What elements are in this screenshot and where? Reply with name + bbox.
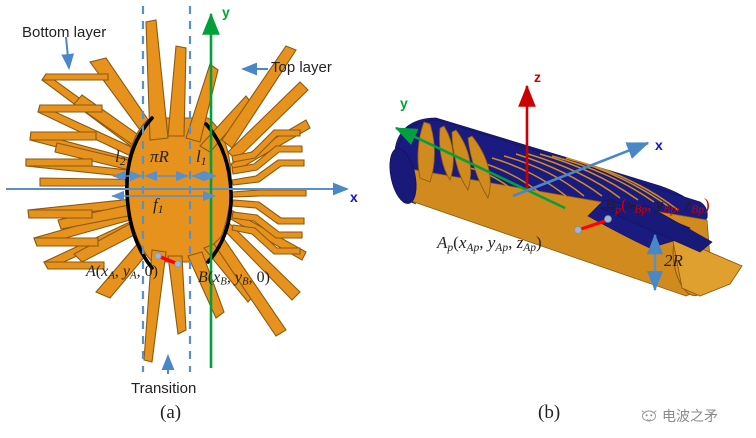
point-Bp-psub: p (615, 202, 622, 216)
feed-gap-line-b (576, 218, 610, 232)
top-layer-chevron-arms (231, 129, 307, 255)
dimension-l1-label: l1 (196, 148, 207, 167)
x-axis-line-b (512, 141, 650, 198)
dimension-l2-sub: 2 (119, 154, 126, 168)
panel-b-graphics (389, 84, 743, 297)
diameter-2R-label: 2R (664, 251, 683, 270)
point-A-name: A (86, 263, 96, 280)
z-axis-label-b: z (534, 69, 541, 85)
caption-b: (b) (538, 402, 561, 423)
dimension-piR-label: πR (150, 147, 169, 166)
point-B-xsub: B (220, 275, 227, 288)
bottom-layer-stubs (25, 73, 109, 270)
y-axis-label-b: y (400, 95, 408, 111)
panel-a-antenna-art (6, 6, 349, 374)
dimension-l2-label: l2 (115, 148, 126, 167)
watermark-logo-icon (640, 407, 658, 427)
dimension-f1-label: f1 (153, 196, 164, 215)
top-layer-label: Top layer (271, 59, 332, 76)
y-axis-line-b (394, 126, 566, 210)
y-axis-label-a: y (222, 4, 230, 20)
dimension-f1-base: f (153, 195, 158, 214)
navy-lower-wedge-2 (599, 205, 713, 253)
caption-a: (a) (160, 402, 182, 423)
point-Bp-dot (604, 215, 612, 223)
point-A-ysub: A (129, 269, 137, 282)
watermark: 电波之矛 (640, 406, 718, 427)
point-A-xsub: A (108, 269, 115, 282)
point-A-dot (154, 252, 162, 260)
point-B-label: B(xB, yB, 0) (198, 269, 270, 288)
point-Bp-label: Bp(xBp, yBp, zBp) (605, 195, 710, 216)
dimension-l2-base: l (115, 147, 120, 166)
x-axis-label-a: x (350, 189, 358, 205)
point-A-z: 0 (144, 263, 153, 280)
dimension-arrows (111, 170, 217, 202)
point-Ap-psub: p (447, 240, 454, 254)
point-A-label: A(xA, yA, 0) (86, 263, 158, 282)
point-B-name: B (198, 269, 208, 286)
center-spikes (143, 19, 256, 363)
point-Ap-dot (574, 226, 582, 234)
point-B-dot (174, 260, 182, 268)
bottom-layer-callout-arrow (61, 36, 75, 70)
point-Ap-label: Ap(xAp, yAp, zAp) (437, 233, 542, 254)
transition-label: Transition (131, 380, 197, 397)
bottom-layer-label: Bottom layer (22, 24, 107, 41)
x-axis-label-b: x (655, 137, 663, 153)
point-B-ysub: B (241, 275, 249, 288)
orange-flap (671, 235, 743, 297)
dimension-l1-base: l (196, 147, 201, 166)
watermark-text: 电波之矛 (662, 409, 718, 425)
left-cap-ellipse (389, 148, 417, 204)
point-B-z: 0 (256, 269, 265, 286)
dimension-l1-sub: 1 (200, 154, 207, 168)
dimension-f1-sub: 1 (157, 202, 164, 216)
left-notch (417, 121, 435, 183)
